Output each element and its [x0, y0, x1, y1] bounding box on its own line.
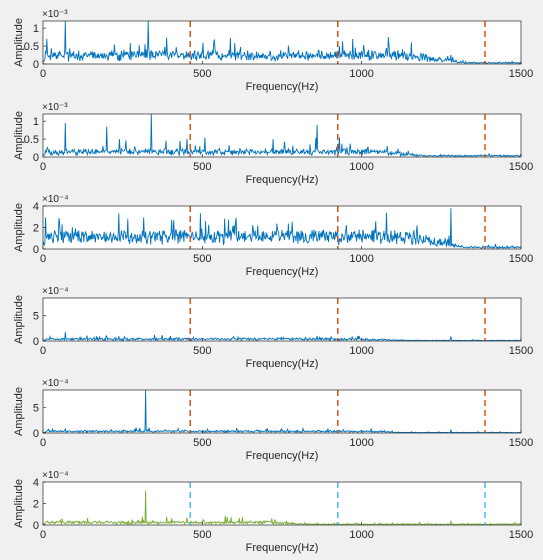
- x-axis-label: Frequency(Hz): [246, 81, 319, 93]
- y-tick-label: 0: [33, 428, 39, 440]
- x-tick-label: 0: [40, 161, 46, 173]
- spectrum-panel-5: 0 500 1000 1500 0 5 ×10⁻⁴ Frequency(Hz) Amplitud…: [13, 378, 533, 462]
- y-axis-label: Amplitude: [13, 295, 25, 344]
- x-tick-label: 500: [193, 253, 211, 265]
- plot-area: [43, 390, 521, 433]
- y-exponent-label: ×10⁻⁴: [42, 378, 69, 389]
- x-tick-label: 1000: [349, 437, 373, 449]
- spectrum-panel-3: 0 500 1000 1500 0 2 4×10⁻⁴ Frequency(Hz) Amplitu…: [13, 194, 533, 278]
- spectrum-panel-2: 0 500 1000 1500 0 0.5 1×10⁻³ Frequency(Hz) Ampli…: [13, 102, 533, 186]
- x-tick-label: 1500: [509, 68, 533, 80]
- x-tick-label: 500: [193, 345, 211, 357]
- x-tick-label: 1000: [349, 529, 373, 541]
- spectrum-panel-1: 0 500 1000 1500 0 0.5 1×10⁻³ Frequency(Hz) Ampli…: [13, 9, 533, 93]
- x-tick-label: 500: [193, 529, 211, 541]
- spectrum-series: [42, 20, 522, 65]
- spectrum-series: [43, 389, 522, 434]
- y-exponent-label: ×10⁻³: [42, 9, 68, 20]
- x-tick-label: 1000: [349, 345, 373, 357]
- y-tick-label: 0: [33, 520, 39, 532]
- axes-box: [42, 20, 522, 65]
- x-tick-label: 0: [40, 68, 46, 80]
- x-tick-label: 1500: [509, 437, 533, 449]
- y-axis-label: Amplitude: [13, 479, 25, 528]
- x-axis-label: Frequency(Hz): [246, 266, 319, 278]
- y-axis-label: Amplitude: [13, 18, 25, 67]
- x-tick-label: 1500: [509, 529, 533, 541]
- y-tick-label: 1: [33, 116, 39, 128]
- y-tick-label: 0: [33, 336, 39, 348]
- x-tick-label: 1500: [509, 253, 533, 265]
- y-exponent-label: ×10⁻³: [42, 102, 68, 113]
- y-tick-label: 4: [33, 477, 39, 489]
- plot-area: [43, 114, 521, 157]
- y-tick-label: 0.5: [24, 41, 39, 53]
- y-exponent-label: ×10⁻⁴: [42, 286, 69, 297]
- x-tick-label: 0: [40, 345, 46, 357]
- x-tick-label: 0: [40, 529, 46, 541]
- x-axis-label: Frequency(Hz): [246, 358, 319, 370]
- y-tick-label: 2: [33, 499, 39, 511]
- x-tick-label: 1500: [509, 345, 533, 357]
- x-tick-label: 1500: [509, 161, 533, 173]
- x-tick-label: 1000: [349, 68, 373, 80]
- spectrum-series: [43, 331, 522, 342]
- y-tick-label: 2: [33, 223, 39, 235]
- spectrum-panel-4: 0 500 1000 1500 0 5 ×10⁻⁴ Frequency(Hz) Amplitud…: [13, 286, 533, 370]
- plot-area: [43, 482, 521, 525]
- spectrum-series: [42, 208, 522, 250]
- x-tick-label: 500: [193, 68, 211, 80]
- y-exponent-label: ×10⁻⁴: [42, 194, 69, 205]
- y-tick-label: 0: [33, 244, 39, 256]
- y-tick-label: 5: [33, 311, 39, 323]
- y-tick-label: 1: [33, 23, 39, 35]
- axes-box: [42, 113, 522, 158]
- x-tick-label: 0: [40, 437, 46, 449]
- y-tick-label: 4: [33, 201, 39, 213]
- spectrum-series: [42, 113, 522, 158]
- x-axis-label: Frequency(Hz): [246, 174, 319, 186]
- spectrum-panel-6: 0 500 1000 1500 0 2 4×10⁻⁴ Frequency(Hz) Amplitu…: [13, 470, 533, 554]
- x-tick-label: 0: [40, 253, 46, 265]
- axes-box: [42, 389, 522, 434]
- x-axis-label: Frequency(Hz): [246, 542, 319, 554]
- y-axis-label: Amplitude: [13, 387, 25, 436]
- y-axis-label: Amplitude: [13, 203, 25, 252]
- x-tick-label: 500: [193, 437, 211, 449]
- y-axis-label: Amplitude: [13, 111, 25, 160]
- plot-area: [43, 298, 521, 341]
- x-tick-label: 1000: [349, 253, 373, 265]
- spectrum-series: [42, 490, 522, 526]
- x-tick-label: 1000: [349, 161, 373, 173]
- axes-box: [42, 297, 522, 342]
- x-tick-label: 500: [193, 161, 211, 173]
- x-axis-label: Frequency(Hz): [246, 450, 319, 462]
- y-tick-label: 0: [33, 59, 39, 71]
- y-tick-label: 0.5: [24, 134, 39, 146]
- y-tick-label: 5: [33, 403, 39, 415]
- y-tick-label: 0: [33, 152, 39, 164]
- y-exponent-label: ×10⁻⁴: [42, 470, 69, 481]
